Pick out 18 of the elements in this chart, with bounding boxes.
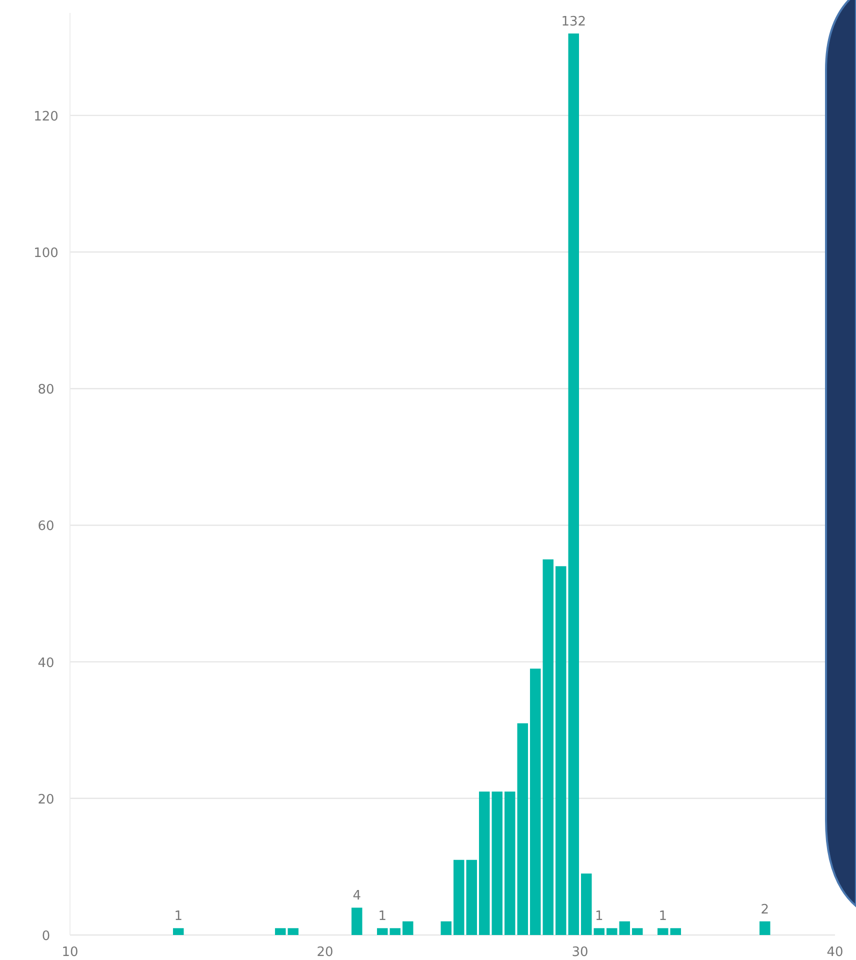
y-tick-label: 120 bbox=[34, 109, 58, 124]
y-tick-label: 40 bbox=[38, 656, 54, 671]
data-label: 4 bbox=[352, 888, 362, 904]
data-label: 1 bbox=[594, 909, 604, 924]
data-label: 132 bbox=[561, 14, 586, 30]
y-tick-label: 80 bbox=[38, 382, 54, 398]
y-tick-label: 0 bbox=[42, 929, 50, 944]
data-label: 1 bbox=[378, 909, 387, 924]
x-tick-label: 30 bbox=[572, 945, 588, 960]
x-tick-label: 40 bbox=[826, 945, 844, 960]
y-tick-label: 60 bbox=[38, 519, 54, 534]
x-tick-label: 10 bbox=[62, 945, 78, 960]
data-label: 1 bbox=[658, 909, 668, 924]
data-label: 2 bbox=[760, 902, 770, 918]
y-tick-label: 100 bbox=[34, 246, 58, 262]
data-label: 1 bbox=[174, 909, 183, 924]
y-tick-label: 20 bbox=[38, 792, 54, 808]
x-tick-label: 20 bbox=[316, 945, 334, 960]
